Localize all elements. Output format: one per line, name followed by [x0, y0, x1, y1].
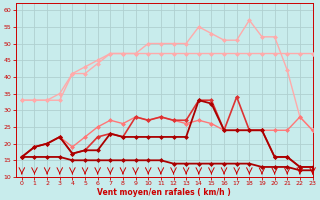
- X-axis label: Vent moyen/en rafales ( km/h ): Vent moyen/en rafales ( km/h ): [97, 188, 231, 197]
